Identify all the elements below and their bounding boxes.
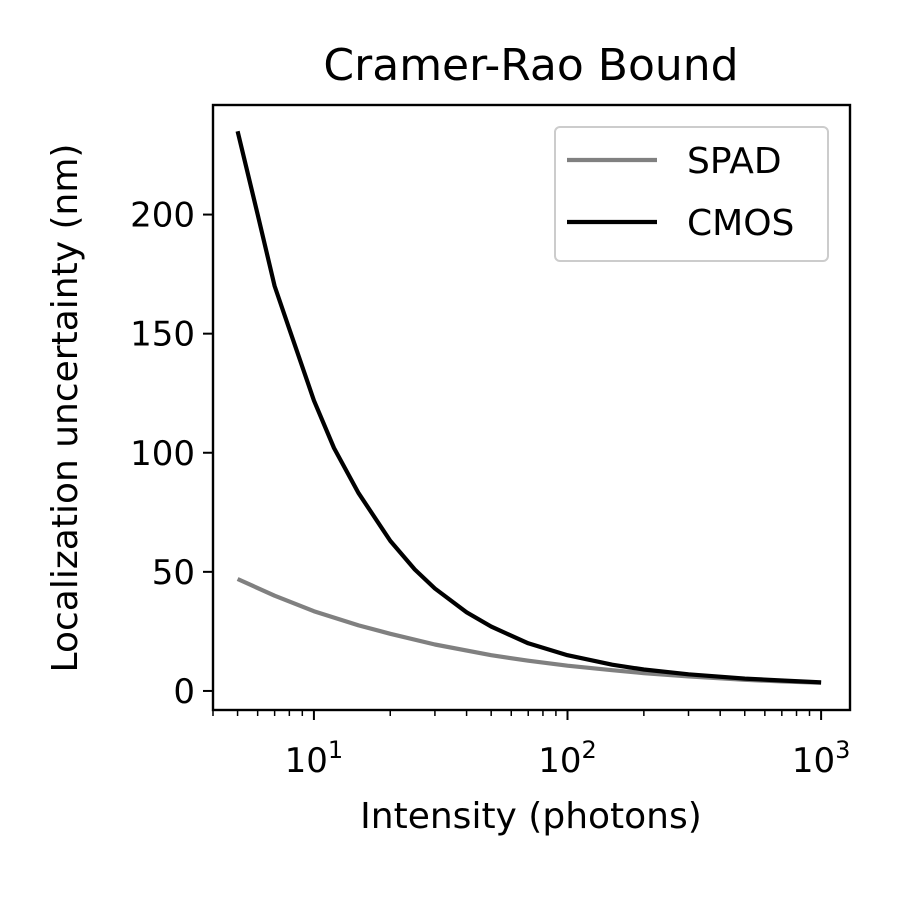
x-axis: 101 102 103 (212, 710, 851, 781)
x-tick-base: 10 (285, 741, 328, 781)
x-tick-label: 102 (538, 736, 597, 781)
series-line-cmos (235, 130, 822, 685)
series-layer (235, 130, 822, 685)
y-tick-label: 50 (152, 553, 195, 593)
chart-title: Cramer-Rao Bound (323, 40, 738, 91)
x-tick-exponent: 1 (328, 736, 343, 764)
x-tick-base: 10 (538, 741, 581, 781)
y-axis-label: Localization uncertainty (nm) (45, 144, 86, 673)
y-axis: 0 50 100 150 200 (130, 196, 213, 712)
y-tick-label: 100 (130, 434, 195, 474)
x-axis-label: Intensity (photons) (360, 796, 702, 837)
x-tick-exponent: 2 (582, 736, 597, 764)
y-tick-label: 150 (130, 315, 195, 355)
x-tick-exponent: 3 (835, 736, 850, 764)
y-tick-label: 0 (173, 672, 195, 712)
x-tick-label: 103 (792, 736, 851, 781)
legend-label-spad: SPAD (687, 141, 782, 182)
y-tick-label: 200 (130, 196, 195, 236)
legend: SPAD CMOS (554, 126, 829, 262)
x-tick-label: 101 (285, 736, 344, 781)
plot-frame (211, 103, 852, 712)
x-tick-base: 10 (792, 741, 835, 781)
legend-label-cmos: CMOS (687, 203, 794, 244)
